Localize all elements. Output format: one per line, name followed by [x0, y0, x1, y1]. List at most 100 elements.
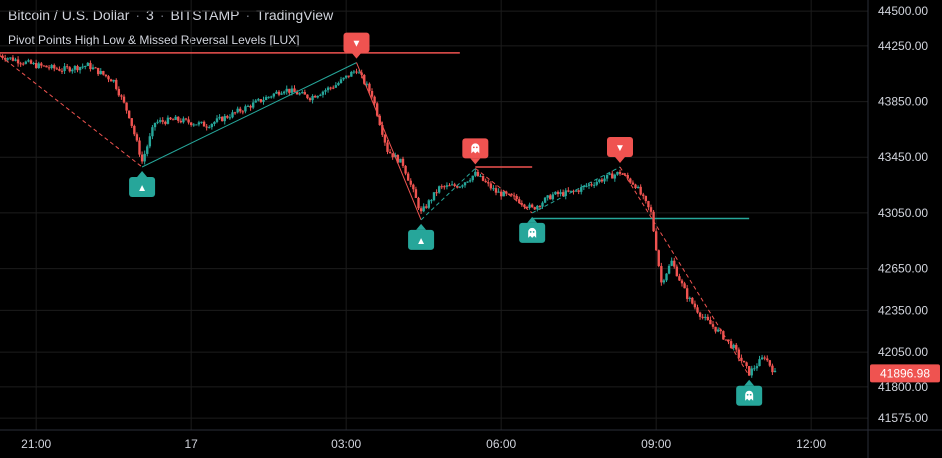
candle-body — [505, 191, 508, 194]
pivot-marker-missed-low[interactable] — [519, 216, 546, 243]
ghost-icon — [745, 390, 754, 401]
candle-body — [73, 66, 77, 70]
pivot-marker-missed-high[interactable] — [462, 138, 489, 165]
candle-body — [231, 112, 234, 118]
candle-body — [611, 173, 614, 179]
candle-body — [388, 151, 392, 154]
pivot-marker-pointer — [470, 158, 481, 165]
candle-body — [19, 63, 22, 65]
candle-body — [559, 192, 562, 195]
candle-body — [138, 140, 141, 155]
candle-body — [678, 276, 681, 281]
candle-body — [156, 121, 159, 123]
candle-body — [130, 118, 133, 126]
candle-body — [202, 121, 206, 127]
candle-body — [499, 191, 503, 197]
pivot-marker-box — [408, 229, 435, 250]
price-tick-label: 42050.00 — [878, 345, 928, 359]
candle-body — [347, 75, 350, 77]
candle-body — [484, 180, 487, 183]
candle-body — [391, 153, 394, 158]
pivot-marker-pointer — [744, 379, 755, 386]
candle-body — [481, 175, 485, 181]
candle-body — [476, 171, 480, 177]
ghost-eye — [475, 146, 478, 149]
candle-body — [463, 182, 467, 186]
candle-body — [259, 99, 263, 102]
candle-body — [605, 174, 609, 179]
candle-body — [303, 92, 307, 95]
candle-body — [158, 120, 162, 122]
candle-body — [675, 266, 679, 277]
zigzag-lines — [0, 55, 750, 376]
candle-body — [179, 120, 183, 123]
candle-body — [742, 360, 746, 363]
candle-body — [722, 331, 725, 340]
candle-body — [701, 316, 704, 318]
candle-body — [510, 193, 513, 196]
interval-label[interactable]: 3 — [146, 7, 154, 23]
candle-body — [396, 154, 400, 163]
pivot-marker-high[interactable]: ▼ — [343, 32, 370, 59]
pivot-marker-low[interactable]: ▲ — [129, 170, 156, 197]
candle-body — [143, 153, 146, 162]
candle-body — [308, 98, 312, 101]
candle-body — [313, 95, 317, 98]
pivot-marker-low[interactable]: ▲ — [408, 223, 435, 250]
zigzag-segment — [356, 62, 422, 221]
candle-body — [450, 184, 454, 186]
candle-body — [618, 171, 622, 174]
candle-body — [654, 231, 658, 251]
pivot-marker-pointer — [527, 216, 538, 223]
candle-body — [662, 280, 666, 283]
candle-body — [453, 184, 456, 186]
candle-body — [27, 60, 30, 62]
candle-body — [755, 366, 759, 369]
last-price-label: 41896.98 — [880, 366, 930, 380]
candle-body — [53, 65, 56, 69]
candle-body — [512, 195, 516, 197]
candle-body — [518, 199, 521, 204]
candle-body — [636, 186, 640, 189]
candle-body — [724, 339, 728, 341]
candle-body — [497, 191, 500, 193]
candle-body — [236, 108, 239, 113]
candle-body — [11, 57, 15, 61]
candle-body — [691, 297, 694, 304]
candle-body — [311, 95, 314, 101]
candle-body — [99, 70, 102, 75]
candle-body — [549, 195, 552, 200]
candle-body — [89, 62, 92, 70]
candle-body — [171, 119, 175, 121]
indicator-legend[interactable]: Pivot Points High Low & Missed Reversal … — [8, 33, 300, 47]
candle-body — [590, 184, 593, 186]
candle-body — [34, 63, 38, 69]
pivot-marker-box — [129, 176, 156, 197]
pivot-marker-pointer — [351, 52, 362, 59]
candle-body — [277, 91, 281, 95]
candle-body — [657, 250, 660, 267]
candle-body — [177, 116, 180, 121]
candle-body — [471, 175, 474, 181]
candle-body — [698, 312, 702, 317]
pivot-marker-high[interactable]: ▼ — [607, 136, 633, 163]
ghost-eye — [529, 231, 532, 233]
candle-body — [422, 206, 425, 212]
candle-body — [127, 110, 131, 119]
candle-body — [226, 116, 229, 118]
candle-body — [600, 179, 604, 182]
candle-body — [639, 186, 642, 195]
candle-body — [264, 97, 268, 101]
candle-body — [489, 183, 493, 189]
candle-body — [551, 194, 555, 200]
candle-body — [208, 127, 211, 129]
candle-body — [115, 79, 118, 89]
candle-body — [267, 96, 270, 98]
pivot-marker-missed-low[interactable] — [736, 379, 763, 406]
candle-body — [164, 121, 167, 124]
candle-body — [360, 72, 363, 76]
candle-body — [435, 192, 438, 194]
candle-body — [592, 184, 596, 186]
